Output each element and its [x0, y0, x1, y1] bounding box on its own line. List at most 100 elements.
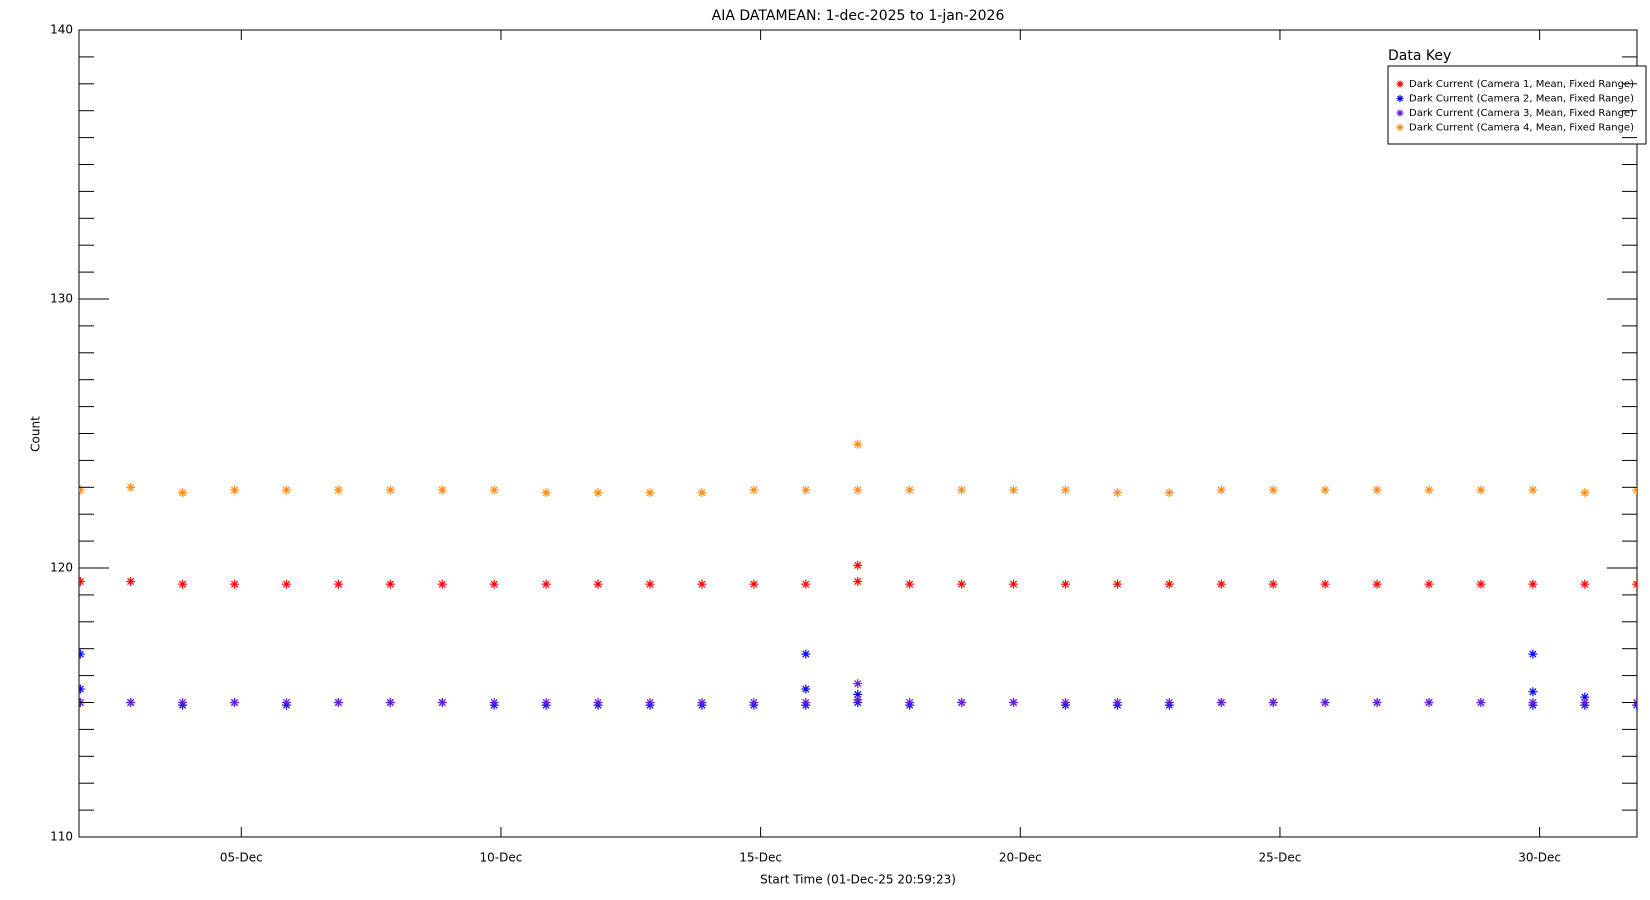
point: [385, 698, 395, 707]
legend-marker: [1396, 124, 1404, 131]
point-stroke: [1217, 580, 1225, 588]
legend-marker: [1396, 109, 1404, 117]
point-stroke: [1373, 486, 1381, 494]
point-stroke: [1217, 698, 1225, 707]
point-stroke: [1529, 698, 1537, 707]
point-stroke: [438, 580, 446, 588]
point-stroke: [854, 577, 862, 586]
point-stroke: [1061, 698, 1070, 707]
point: [79, 649, 85, 659]
point-stroke: [1373, 698, 1381, 707]
point: [853, 679, 863, 689]
point-stroke: [1061, 580, 1070, 588]
point: [749, 579, 759, 589]
y-axis-label: Count: [29, 416, 43, 452]
point-stroke: [1009, 580, 1018, 588]
point-stroke: [958, 698, 966, 707]
point: [645, 698, 655, 707]
x-tick-label: 10-Dec: [480, 851, 523, 865]
point: [1424, 485, 1434, 495]
point-stroke: [230, 698, 239, 707]
point-stroke: [386, 486, 394, 494]
legend-label: Dark Current (Camera 3, Mean, Fixed Rang…: [1409, 108, 1634, 119]
point: [1216, 485, 1226, 495]
legend-label: Dark Current (Camera 4, Mean, Fixed Rang…: [1409, 123, 1634, 134]
point-stroke: [1581, 489, 1589, 497]
point-stroke: [1425, 486, 1433, 494]
point-stroke: [542, 489, 550, 497]
point: [853, 560, 863, 570]
point-stroke: [698, 489, 706, 497]
point: [437, 698, 447, 707]
point-stroke: [1477, 698, 1485, 707]
point-stroke: [79, 685, 84, 692]
point: [697, 579, 707, 589]
point: [437, 579, 447, 589]
chart-title: AIA DATAMEAN: 1-dec-2025 to 1-jan-2026: [712, 8, 1005, 24]
point: [333, 579, 343, 589]
point: [1632, 579, 1637, 589]
point: [1112, 488, 1122, 498]
x-tick-label: 15-Dec: [739, 851, 782, 865]
y-tick-label: 140: [50, 23, 73, 37]
point-stroke: [906, 486, 914, 494]
point: [385, 485, 395, 495]
point-stroke: [1009, 698, 1018, 707]
point: [1268, 698, 1278, 707]
point: [230, 698, 240, 707]
y-tick-label: 130: [50, 292, 73, 306]
point: [126, 576, 136, 586]
point: [1009, 485, 1019, 495]
point-stroke: [179, 698, 187, 707]
point: [1528, 649, 1538, 659]
point: [1164, 488, 1174, 498]
point: [1580, 698, 1590, 707]
point: [957, 698, 967, 707]
point-stroke: [1581, 580, 1589, 588]
point-stroke: [282, 580, 291, 588]
point-stroke: [1397, 81, 1403, 87]
legend-box: [1387, 65, 1647, 145]
point: [801, 649, 811, 659]
y-tick-label: 120: [50, 561, 73, 575]
point: [1009, 698, 1019, 707]
points: [79, 439, 1637, 710]
point-stroke: [1321, 580, 1329, 588]
point: [1112, 579, 1122, 589]
point-stroke: [1009, 486, 1018, 494]
point-stroke: [698, 580, 706, 588]
point-stroke: [750, 486, 758, 494]
point: [1528, 485, 1538, 495]
point: [1424, 579, 1434, 589]
point-stroke: [490, 698, 498, 707]
point-stroke: [334, 698, 342, 707]
point-stroke: [490, 580, 498, 588]
point-stroke: [230, 580, 239, 588]
point: [1216, 579, 1226, 589]
point: [126, 482, 136, 492]
point-stroke: [127, 483, 135, 491]
point-stroke: [1529, 650, 1537, 658]
point: [1060, 698, 1070, 707]
point: [697, 698, 707, 707]
point-stroke: [1397, 110, 1403, 116]
legend-title: Data Key: [1388, 48, 1451, 64]
point-stroke: [1165, 698, 1173, 707]
point-stroke: [490, 486, 498, 494]
point-stroke: [802, 580, 810, 588]
point: [385, 579, 395, 589]
point: [749, 485, 759, 495]
point-stroke: [1581, 693, 1589, 701]
point: [1372, 698, 1382, 707]
point-stroke: [750, 580, 758, 588]
point: [1060, 579, 1070, 589]
point: [230, 485, 240, 495]
point: [489, 579, 499, 589]
point: [905, 698, 915, 707]
point-stroke: [1113, 489, 1121, 497]
point: [645, 488, 655, 498]
point-stroke: [1269, 486, 1277, 494]
point-stroke: [1321, 486, 1329, 494]
point-stroke: [802, 650, 810, 658]
